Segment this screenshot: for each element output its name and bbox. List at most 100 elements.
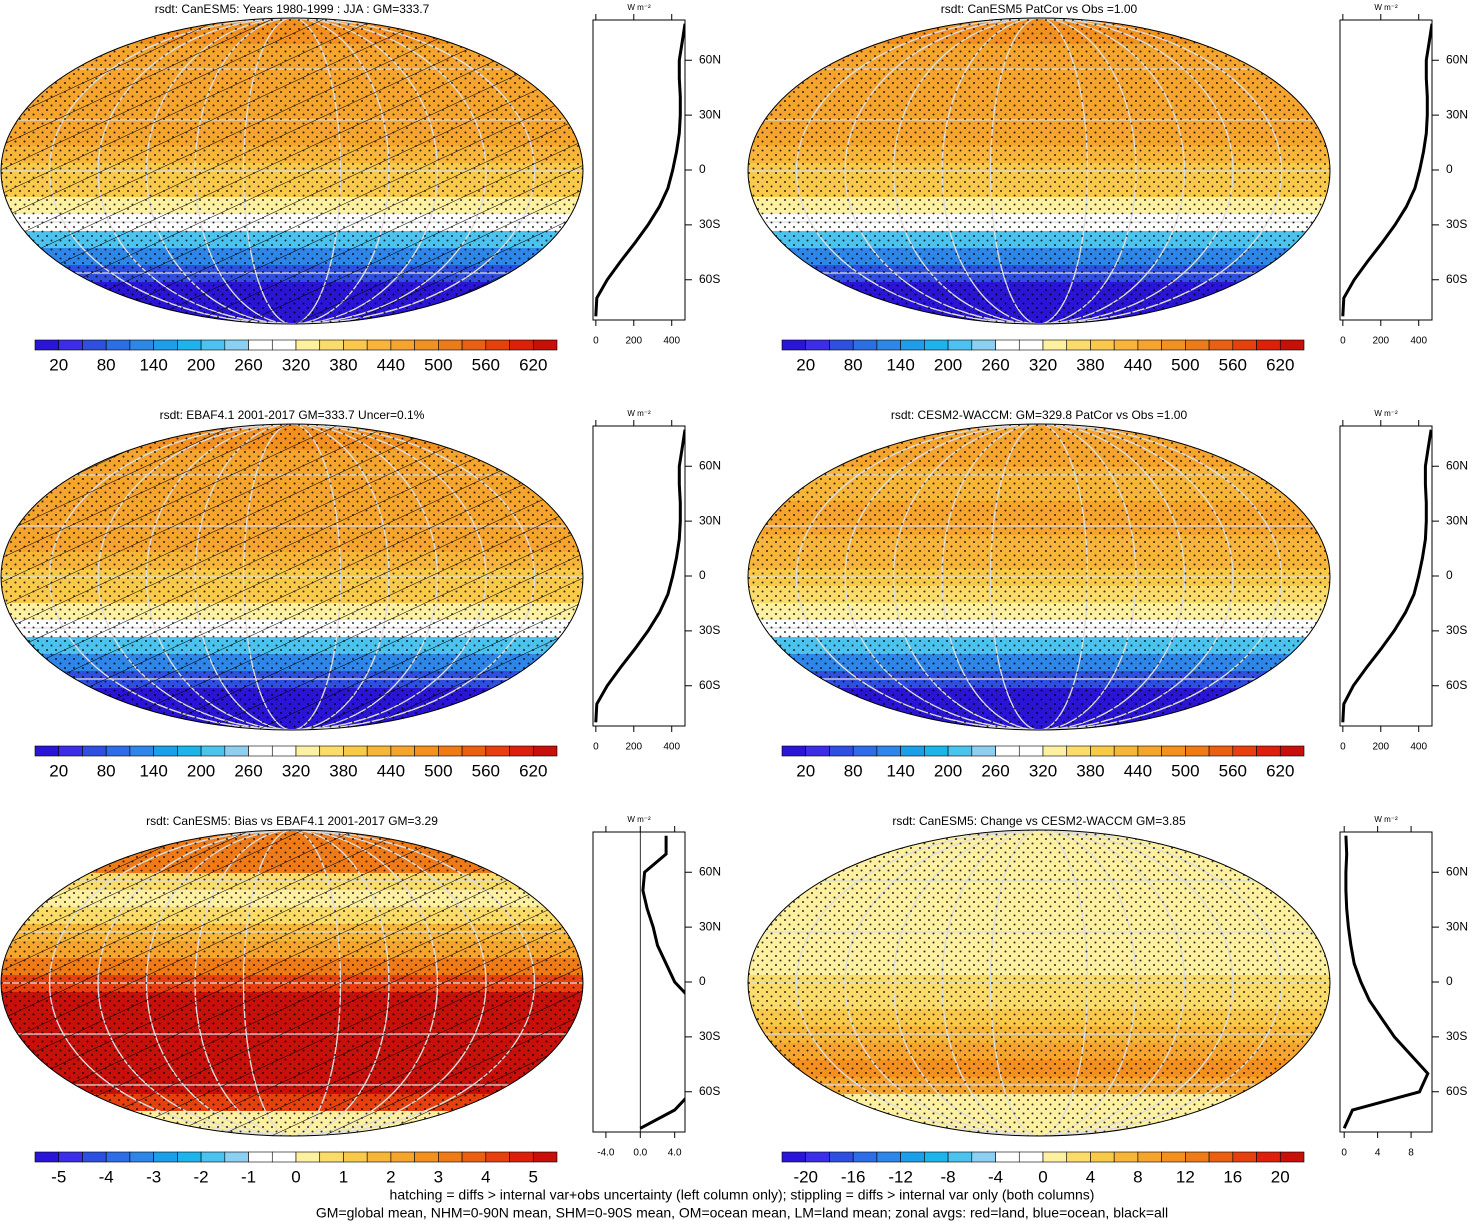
zonal-line [1341, 23, 1432, 317]
panel-title: rsdt: CanESM5: Bias vs EBAF4.1 2001-2017… [146, 814, 438, 828]
colorbar-label: 140 [886, 761, 914, 780]
map [748, 18, 1330, 324]
y-tick-label: 30S [1446, 1029, 1467, 1043]
colorbar-box [366, 339, 392, 351]
zonal-line [639, 835, 685, 1130]
colorbar-box [248, 745, 273, 757]
hatching [1, 18, 583, 324]
colorbar-box [532, 745, 558, 757]
colorbar-box [532, 1151, 558, 1163]
colorbar-box [1208, 339, 1234, 351]
colorbar-box [485, 745, 510, 757]
x-tick-label: 0 [1341, 1148, 1347, 1159]
y-tick-label: 0 [699, 568, 706, 582]
x-tick-label: 0 [1340, 336, 1346, 347]
panel-title: rsdt: CESM2-WACCM: GM=329.8 PatCor vs Ob… [891, 408, 1188, 422]
colorbar-box [343, 1151, 368, 1163]
colorbar-label: -20 [793, 1167, 818, 1186]
y-tick-label: 60N [1446, 52, 1468, 66]
panel-title: rsdt: CanESM5 PatCor vs Obs =1.00 [941, 2, 1138, 16]
colorbar-box [876, 1151, 901, 1163]
colorbar-box [829, 745, 854, 757]
y-tick-label: 60N [1446, 864, 1468, 878]
colorbar-label: 440 [1124, 761, 1152, 780]
colorbar-box [1232, 339, 1257, 351]
colorbar-box [1090, 1151, 1115, 1163]
colorbar-box [1161, 339, 1186, 351]
colorbar-box [295, 339, 321, 351]
colorbar-box [829, 1151, 854, 1163]
colorbar-box [248, 1151, 273, 1163]
colorbar-box [295, 1151, 321, 1163]
colorbar-box [1279, 1151, 1305, 1163]
colorbar-box [852, 745, 878, 757]
map-border [747, 17, 1331, 325]
colorbar-box [805, 339, 830, 351]
colorbar-label: 620 [519, 761, 547, 780]
profile-frame [592, 831, 686, 1133]
colorbar-box [1113, 1151, 1139, 1163]
colorbar-box [1279, 339, 1305, 351]
colorbar-box [224, 1151, 249, 1163]
colorbar-box [1279, 745, 1305, 757]
y-tick-label: 30N [1446, 107, 1468, 121]
y-tick-label: 0 [1446, 974, 1453, 988]
colorbar-box [153, 1151, 178, 1163]
x-tick-label: 0 [1340, 742, 1346, 753]
colorbar-box [129, 1151, 154, 1163]
colorbar-box [485, 339, 510, 351]
colorbar-box [1066, 745, 1091, 757]
colorbar-box [319, 745, 344, 757]
colorbar-label: 380 [1076, 355, 1104, 374]
colorbar-label: 2 [386, 1167, 395, 1186]
colorbar-box [805, 1151, 830, 1163]
colorbar-box [438, 1151, 463, 1163]
colorbar-label: 16 [1223, 1167, 1242, 1186]
colorbar-box [82, 745, 107, 757]
colorbar-box [1232, 745, 1257, 757]
colorbar-label: 320 [1029, 761, 1057, 780]
y-tick-label: 0 [699, 974, 706, 988]
colorbar-box [200, 339, 226, 351]
colorbar-box [1256, 745, 1281, 757]
colorbar-box [509, 1151, 534, 1163]
y-tick-label: 60S [699, 1084, 720, 1098]
colorbar-label: -3 [146, 1167, 161, 1186]
colorbar-box [1113, 745, 1139, 757]
colorbar-box [153, 339, 178, 351]
colorbar-label: 3 [434, 1167, 443, 1186]
colorbar-label: 260 [981, 761, 1009, 780]
colorbar-label: 560 [1219, 355, 1247, 374]
colorbar-box [34, 339, 60, 351]
colorbar-box [947, 1151, 973, 1163]
colorbar-label: 200 [187, 355, 215, 374]
colorbar-box [1185, 745, 1210, 757]
colorbar-label: 140 [139, 355, 167, 374]
colorbar-box [781, 745, 807, 757]
footer-line: GM=global mean, NHM=0-90N mean, SHM=0-90… [316, 1205, 1168, 1221]
colorbar-box [200, 745, 226, 757]
colorbar-label: -1 [241, 1167, 256, 1186]
unit-label: W m⁻² [627, 815, 651, 824]
colorbar-label: -5 [51, 1167, 66, 1186]
colorbar-box [58, 339, 83, 351]
colorbar-box [295, 745, 321, 757]
colorbar-box [224, 745, 249, 757]
hatching [1, 424, 583, 730]
map-border [0, 829, 584, 1137]
colorbar-box [852, 1151, 878, 1163]
colorbar-label: 380 [329, 761, 357, 780]
x-tick-label: 8 [1408, 1148, 1414, 1159]
colorbar-box [438, 339, 463, 351]
x-tick-label: 0.0 [633, 1148, 647, 1159]
y-tick-label: 30S [1446, 217, 1467, 231]
colorbar-box [781, 339, 807, 351]
x-tick-label: 400 [663, 336, 680, 347]
profile-frame [1339, 831, 1433, 1133]
colorbar-box [177, 339, 202, 351]
colorbar-box [390, 745, 415, 757]
colorbar-box [1185, 339, 1210, 351]
colorbar-box [995, 745, 1020, 757]
x-tick-label: 0 [593, 336, 599, 347]
colorbar-box [58, 1151, 83, 1163]
